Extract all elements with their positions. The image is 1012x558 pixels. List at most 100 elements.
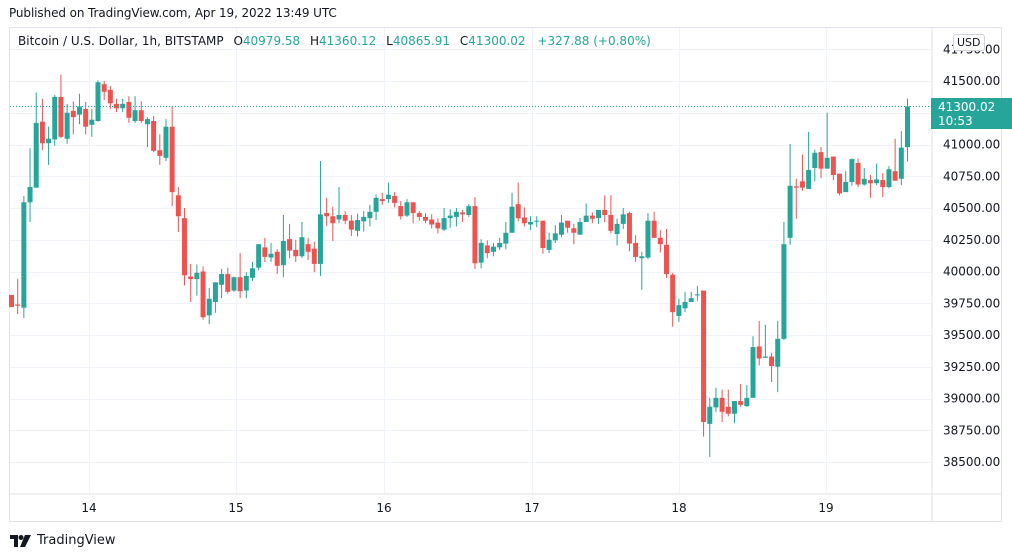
candle[interactable] [144, 117, 150, 148]
candle[interactable] [274, 249, 280, 275]
candle[interactable] [293, 239, 299, 262]
candle[interactable] [744, 385, 750, 407]
candle[interactable] [342, 211, 348, 224]
candle[interactable] [120, 98, 126, 113]
symbol-title[interactable]: Bitcoin / U.S. Dollar, 1h, BITSTAMP [18, 34, 224, 48]
candle[interactable] [157, 134, 163, 165]
candle[interactable] [460, 209, 466, 222]
candle[interactable] [361, 211, 367, 232]
candle[interactable] [707, 397, 713, 457]
candle[interactable] [478, 239, 484, 269]
candle[interactable] [206, 288, 212, 325]
currency-button[interactable]: USD [953, 34, 985, 51]
candle[interactable] [39, 98, 45, 151]
candle[interactable] [892, 138, 898, 181]
candle[interactable] [583, 203, 589, 222]
candle[interactable] [336, 187, 342, 224]
candle[interactable] [843, 171, 849, 193]
candle[interactable] [169, 106, 175, 207]
candle[interactable] [694, 286, 700, 301]
candle[interactable] [423, 213, 429, 224]
candle[interactable] [311, 241, 317, 273]
candle[interactable] [750, 336, 756, 398]
candle[interactable] [348, 214, 354, 236]
candle[interactable] [874, 163, 880, 186]
candle[interactable] [521, 207, 527, 227]
candle[interactable] [775, 321, 781, 393]
candle[interactable] [373, 194, 379, 221]
candle[interactable] [52, 94, 58, 146]
candle[interactable] [626, 211, 632, 252]
candle[interactable] [645, 213, 651, 259]
candle[interactable] [379, 192, 385, 205]
candle[interactable] [9, 294, 14, 308]
candle[interactable] [861, 167, 867, 186]
candle[interactable] [484, 240, 490, 259]
candle[interactable] [182, 208, 188, 286]
candle[interactable] [596, 209, 602, 224]
brand-name[interactable]: TradingView [37, 533, 116, 548]
candle[interactable] [577, 218, 583, 235]
candle[interactable] [793, 178, 799, 219]
candle[interactable] [416, 211, 422, 221]
candle[interactable] [76, 93, 82, 125]
candle[interactable] [614, 218, 620, 246]
candle[interactable] [330, 206, 336, 242]
candle[interactable] [886, 166, 892, 189]
candle[interactable] [503, 221, 509, 250]
candle[interactable] [367, 204, 373, 227]
candle[interactable] [657, 230, 663, 253]
candle[interactable] [670, 272, 676, 327]
candle[interactable] [719, 389, 725, 422]
candle[interactable] [101, 81, 107, 101]
candle[interactable] [849, 158, 855, 186]
candle[interactable] [58, 74, 64, 139]
candle[interactable] [126, 96, 132, 123]
candle[interactable] [243, 272, 249, 299]
candle[interactable] [756, 321, 762, 366]
candle[interactable] [132, 96, 138, 123]
candle[interactable] [602, 195, 608, 222]
candle[interactable] [787, 143, 793, 245]
candle[interactable] [509, 192, 515, 233]
candle[interactable] [435, 218, 441, 234]
candle[interactable] [799, 154, 805, 191]
candle[interactable] [472, 197, 478, 269]
candle[interactable] [441, 208, 447, 231]
candle[interactable] [466, 204, 472, 217]
candle[interactable] [107, 86, 113, 109]
candle[interactable] [608, 195, 614, 234]
candle[interactable] [528, 216, 534, 231]
candle[interactable] [515, 182, 521, 222]
candle[interactable] [249, 261, 255, 282]
candle[interactable] [725, 389, 731, 417]
candle[interactable] [287, 223, 293, 259]
candle[interactable] [565, 220, 571, 233]
candle[interactable] [620, 208, 626, 229]
candle[interactable] [837, 173, 843, 196]
candle[interactable] [818, 147, 824, 179]
candle[interactable] [355, 213, 361, 237]
candle[interactable] [317, 161, 323, 276]
candle[interactable] [237, 253, 243, 299]
candle[interactable] [639, 251, 645, 290]
candle[interactable] [299, 221, 305, 259]
candle[interactable] [114, 98, 120, 113]
candle[interactable] [898, 131, 904, 186]
candle[interactable] [453, 208, 459, 227]
candle[interactable] [95, 80, 101, 122]
candle[interactable] [429, 214, 435, 229]
candle[interactable] [905, 98, 910, 162]
candle[interactable] [713, 387, 719, 412]
candle[interactable] [21, 195, 27, 318]
candle[interactable] [231, 276, 237, 292]
candle[interactable] [558, 214, 564, 238]
candle[interactable] [175, 187, 181, 233]
candle[interactable] [83, 101, 89, 135]
candle[interactable] [812, 149, 818, 182]
candle[interactable] [676, 298, 682, 322]
candle[interactable] [200, 266, 206, 320]
candle[interactable] [497, 237, 503, 250]
candle[interactable] [305, 237, 311, 261]
candle[interactable] [824, 112, 830, 169]
